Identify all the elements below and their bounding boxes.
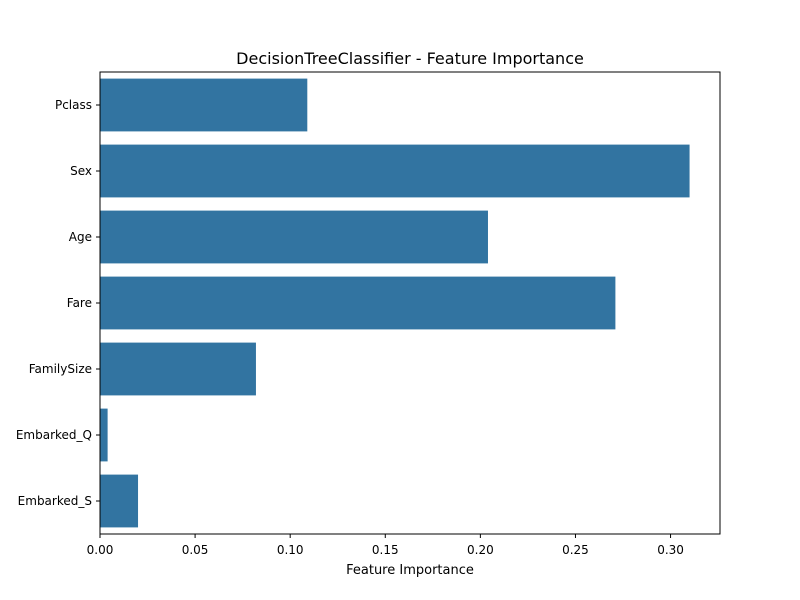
bar-pclass — [100, 78, 308, 132]
x-tick-label: 0.20 — [467, 543, 494, 557]
bar-embarked-s — [100, 474, 139, 528]
x-axis-label: Feature Importance — [346, 563, 474, 578]
y-tick-label: Sex — [70, 164, 92, 178]
chart-title: DecisionTreeClassifier - Feature Importa… — [236, 49, 584, 68]
bar-age — [100, 210, 488, 264]
x-tick-label: 0.00 — [87, 543, 114, 557]
y-tick-label: Embarked_S — [18, 494, 92, 508]
bar-fare — [100, 276, 616, 330]
x-tick-label: 0.10 — [277, 543, 304, 557]
y-tick-label: FamilySize — [29, 362, 92, 376]
plot-area-frame — [99, 71, 721, 535]
x-axis-ticks: 0.00 0.05 0.10 0.15 0.20 0.25 0.30 — [87, 534, 684, 557]
x-tick-label: 0.30 — [657, 543, 684, 557]
bar-embarked-q — [100, 408, 108, 462]
x-tick-label: 0.15 — [372, 543, 399, 557]
y-tick-label: Age — [69, 230, 92, 244]
bar-familysize — [100, 342, 256, 396]
y-tick-label: Embarked_Q — [16, 428, 92, 442]
x-tick-label: 0.05 — [182, 543, 209, 557]
y-tick-label: Fare — [67, 296, 92, 310]
bar-sex — [100, 144, 690, 198]
x-tick-label: 0.25 — [562, 543, 589, 557]
bars-group — [100, 78, 690, 528]
y-tick-label: Pclass — [55, 98, 92, 112]
y-axis-ticks: Pclass Sex Age Fare FamilySize Embarked_Q Emba… — [16, 98, 100, 508]
